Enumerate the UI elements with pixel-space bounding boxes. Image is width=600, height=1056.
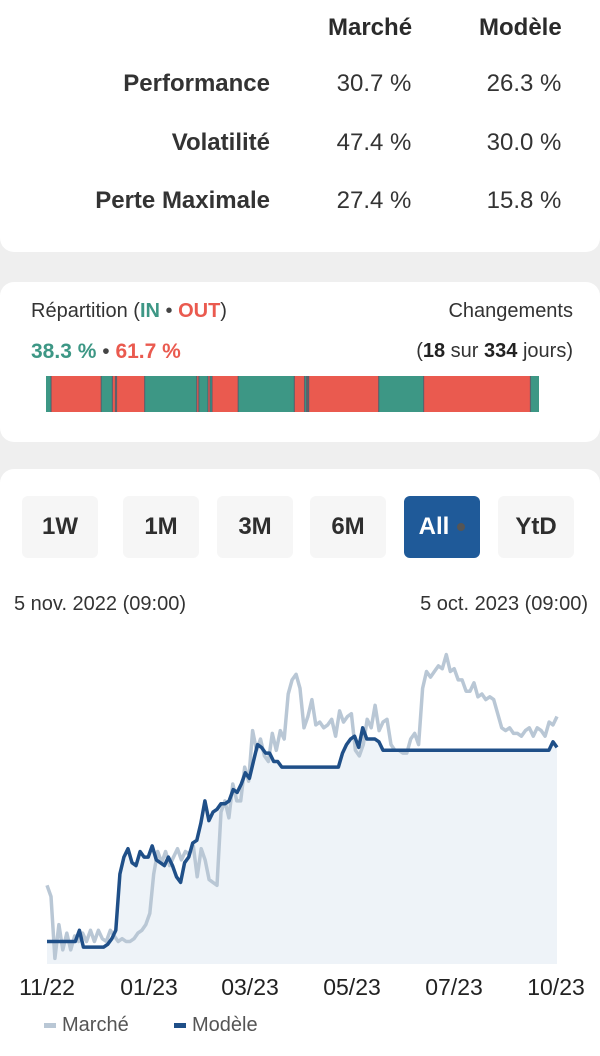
market-drawdown-value: 27.4 % (336, 187, 412, 214)
column-header-market: Marché (328, 14, 413, 41)
separator-dot: • (165, 300, 173, 322)
x-tick-label: 11/22 (19, 974, 75, 1000)
allocation-change-marker (114, 376, 117, 412)
x-tick-label: 03/23 (221, 974, 279, 1000)
model-drawdown-value: 15.8 % (486, 187, 562, 214)
column-header-model: Modèle (479, 14, 562, 41)
allocation-change-marker (211, 376, 213, 412)
allocation-segment-in (378, 376, 425, 412)
allocation-change-marker (209, 376, 211, 412)
range-start-date: 5 nov. 2022 (09:00) (14, 593, 186, 615)
allocation-change-marker (207, 376, 209, 412)
allocation-segment-out (423, 376, 531, 412)
legend-label-model: Modèle (192, 1014, 258, 1036)
allocation-change-marker (307, 376, 309, 412)
allocation-change-marker (50, 376, 52, 412)
allocation-segment-in (210, 376, 213, 412)
allocation-segment-out (212, 376, 239, 412)
allocation-segment-out (294, 376, 305, 412)
allocation-change-marker (293, 376, 295, 412)
changes-word: sur (450, 340, 479, 362)
performance-summary-card: Marché Modèle Performance 30.7 % 26.3 % … (0, 0, 600, 252)
x-tick-label: 10/23 (527, 974, 585, 1000)
allocation-segment-in (144, 376, 198, 412)
period-button-3m[interactable]: 3M (217, 496, 293, 558)
allocation-change-marker (115, 376, 118, 412)
allocation-title-text: Répartition (31, 300, 128, 322)
out-label: OUT (178, 300, 221, 322)
row-label-performance: Performance (123, 70, 270, 97)
allocation-segment-in (46, 376, 52, 412)
x-axis-ticks: 11/22 01/23 03/23 05/23 07/23 10/23 (19, 974, 585, 1000)
market-performance-value: 30.7 % (336, 70, 412, 97)
allocation-segment-in (101, 376, 113, 412)
allocation-card: Répartition (IN • OUT) Changements 38.3 … (0, 282, 600, 442)
allocation-change-marker (198, 376, 200, 412)
series-line-model (47, 726, 559, 949)
period-button-6m[interactable]: 6M (310, 496, 386, 558)
row-label-max-drawdown: Perte Maximale (95, 187, 270, 214)
x-tick-label: 05/23 (323, 974, 381, 1000)
allocation-change-marker (303, 376, 306, 412)
allocation-segment-in (198, 376, 209, 412)
legend-item-market[interactable]: Marché (44, 1014, 129, 1037)
performance-line-chart: 11/22 01/23 03/23 05/23 07/23 10/23 (19, 652, 585, 1000)
changes-title: Changements (448, 300, 573, 322)
allocation-change-marker (378, 376, 380, 412)
period-button-all[interactable]: All (404, 496, 480, 558)
allocation-change-marker (529, 376, 532, 412)
allocation-segment-out (112, 376, 116, 412)
model-area-fill (47, 727, 557, 964)
separator-dot: • (102, 340, 110, 363)
allocation-change-marker (423, 376, 425, 412)
allocation-change-marker (111, 376, 114, 412)
allocation-segment-out (196, 376, 200, 412)
allocation-change-marker (100, 376, 102, 412)
allocation-timeline-bar (46, 376, 540, 412)
range-end-date: 5 oct. 2023 (09:00) (420, 593, 588, 615)
allocation-change-marker (144, 376, 146, 412)
in-label: IN (139, 300, 160, 322)
allocation-segment-in (238, 376, 295, 412)
in-percentage: 38.3 % (31, 340, 97, 363)
period-button-1m[interactable]: 1M (123, 496, 199, 558)
legend-label-market: Marché (62, 1014, 129, 1036)
period-button-ytd[interactable]: YtD (498, 496, 574, 558)
allocation-segment-out (308, 376, 380, 412)
allocation-change-marker (237, 376, 239, 412)
changes-count: 18 (422, 340, 446, 362)
changes-total: 334 (484, 340, 518, 362)
allocation-segment-in (530, 376, 540, 412)
allocation-title: Répartition (IN • OUT) (31, 300, 227, 322)
allocation-segment-in (304, 376, 308, 412)
market-volatility-value: 47.4 % (336, 129, 412, 156)
out-percentage: 61.7 % (115, 340, 181, 363)
allocation-change-marker (306, 376, 308, 412)
changes-count-text: (18 sur 334 jours) (416, 340, 573, 362)
model-performance-value: 26.3 % (486, 70, 562, 97)
allocation-change-marker (196, 376, 198, 412)
allocation-segment-out (207, 376, 211, 412)
allocation-change-marker (308, 376, 310, 412)
active-indicator-dot (457, 523, 466, 531)
legend-swatch-market (44, 1023, 56, 1028)
x-tick-label: 07/23 (425, 974, 483, 1000)
legend-item-model[interactable]: Modèle (174, 1014, 258, 1037)
row-label-volatility: Volatilité (171, 129, 270, 156)
performance-chart-card: 1W 1M 3M 6M All YtD 5 nov. 2022 (09:00) … (0, 469, 600, 1056)
allocation-segment-out (116, 376, 146, 412)
changes-unit: jours (522, 340, 567, 362)
legend-swatch-model (174, 1023, 186, 1028)
x-tick-label: 01/23 (120, 974, 178, 1000)
allocation-percentages: 38.3 % • 61.7 % (31, 340, 181, 364)
model-volatility-value: 30.0 % (486, 129, 562, 156)
allocation-segment-out (51, 376, 102, 412)
period-button-1w[interactable]: 1W (22, 496, 98, 558)
series-line-market (45, 652, 559, 961)
